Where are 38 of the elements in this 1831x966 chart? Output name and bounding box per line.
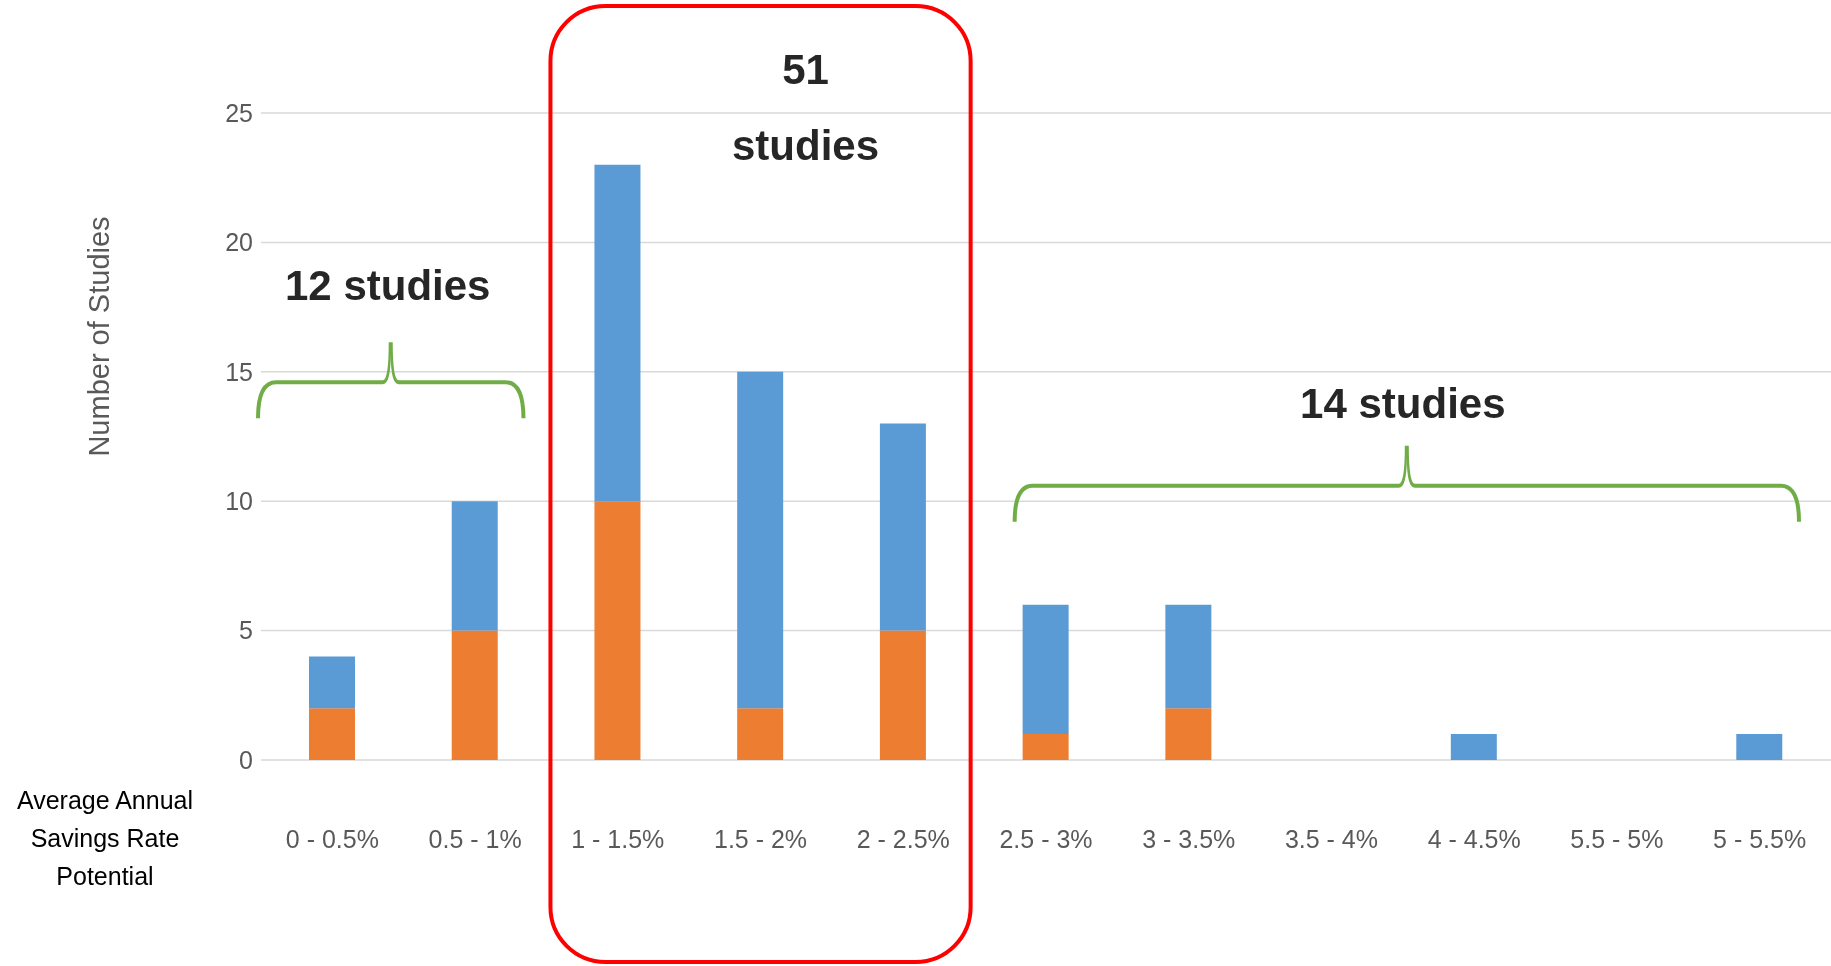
x-tick-label: 0 - 0.5% bbox=[285, 824, 379, 853]
x-tick-label: 2.5 - 3% bbox=[999, 824, 1093, 853]
y-tick-label: 5 bbox=[239, 616, 253, 645]
y-axis-title: Number of Studies bbox=[83, 216, 115, 457]
x-tick-label: 3.5 - 4% bbox=[1284, 824, 1379, 853]
y-tick-label: 20 bbox=[225, 228, 253, 257]
bar bbox=[1165, 708, 1212, 760]
bar bbox=[1450, 734, 1497, 760]
x-tick-label: 2 - 2.5% bbox=[856, 824, 950, 853]
bar bbox=[309, 708, 355, 760]
bar bbox=[737, 708, 784, 760]
x-tick-label: 5.5 - 5% bbox=[1570, 824, 1664, 853]
annotation: 14 studies bbox=[1300, 380, 1506, 427]
bar bbox=[879, 423, 926, 631]
bar bbox=[879, 630, 926, 760]
y-tick-label: 25 bbox=[225, 98, 253, 127]
annotation: 51 studies bbox=[732, 46, 880, 169]
x-tick-label: 1.5 - 2% bbox=[713, 824, 808, 853]
x-tick-label: 3 - 3.5% bbox=[1142, 824, 1236, 853]
x-tick-label: 5 - 5.5% bbox=[1713, 824, 1807, 853]
bar bbox=[309, 656, 355, 709]
bar bbox=[1022, 604, 1069, 735]
x-tick-label: 4 - 4.5% bbox=[1427, 824, 1521, 853]
bar bbox=[594, 501, 641, 760]
bar bbox=[1736, 734, 1783, 760]
bar bbox=[594, 164, 641, 502]
bar bbox=[451, 630, 498, 760]
y-tick-label: 15 bbox=[225, 357, 253, 386]
x-tick-label: 0.5 - 1% bbox=[428, 824, 522, 853]
bar bbox=[1022, 734, 1069, 760]
x-tick-label: 1 - 1.5% bbox=[571, 824, 665, 853]
bar bbox=[451, 501, 498, 631]
y-tick-label: 0 bbox=[239, 745, 253, 774]
x-axis-title: Average Annual Savings Rate Potential bbox=[16, 786, 194, 890]
bar bbox=[1165, 604, 1212, 709]
annotation: 12 studies bbox=[285, 262, 491, 309]
y-tick-label: 10 bbox=[225, 487, 253, 516]
bar bbox=[737, 371, 784, 709]
